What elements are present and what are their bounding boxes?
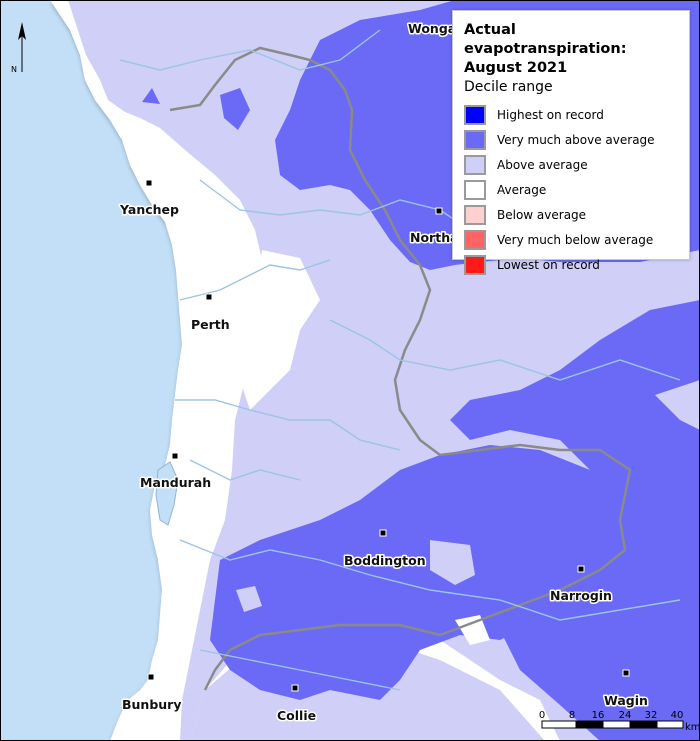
legend-swatch [464,204,486,225]
legend-items: Highest on record Very much above averag… [464,102,679,277]
town-marker-bunbury [147,673,155,681]
scale-tick-0: 0 [539,710,545,721]
legend-label: Very much below average [497,232,654,247]
town-boddington: Boddington [343,529,427,570]
town-label-northam: Northa [410,230,459,245]
legend-item-very-much-below: Very much below average [464,227,679,252]
legend-item-very-much-above: Very much above average [464,127,679,152]
legend-label: Above average [497,157,588,172]
scale-bar-seg-1 [541,720,577,729]
town-perth: Perth [190,293,231,334]
legend-label: Very much above average [497,132,655,147]
legend-swatch [464,229,486,250]
scale-bar-seg-5 [656,720,684,729]
scale-bar-seg-2 [575,720,604,729]
legend-label: Highest on record [497,107,604,122]
region-very-much-above-central [210,445,640,700]
scale-tick-32: 32 [645,710,658,721]
scale-tick-40: 40 [671,710,684,721]
scale-tick-8: 8 [569,710,575,721]
region-average-pocket [240,250,320,410]
region-average-southeast [455,615,490,645]
town-marker-northam [435,207,443,215]
legend-title-line2: August 2021 [464,60,568,76]
legend-item-below: Below average [464,202,679,227]
town-bunbury: Bunbury [121,673,183,714]
legend-swatch [464,154,486,175]
town-narrogin: Narrogin [549,565,613,605]
scale-bar: 0 8 16 24 32 40 km [539,710,700,733]
legend-title-line1: Actual evapotranspiration: [464,22,627,57]
town-label-boddington: Boddington [344,553,426,568]
town-wagin: Wagin [603,669,649,710]
legend-item-lowest: Lowest on record [464,252,679,277]
town-label-yanchep: Yanchep [119,202,179,217]
town-label-collie: Collie [277,708,316,723]
town-marker-collie [291,684,299,692]
town-marker-narrogin [577,565,585,573]
town-marker-yanchep [145,179,153,187]
scale-tick-16: 16 [592,710,605,721]
town-collie: Collie [276,684,318,725]
town-marker-wagin [622,669,630,677]
region-very-much-above-pocket [220,88,250,130]
town-label-narrogin: Narrogin [550,588,612,603]
north-arrow-label: N [11,65,17,74]
scale-bar-seg-4 [629,720,658,729]
town-marker-boddington [379,529,387,537]
legend-subtitle: Decile range [464,79,553,95]
legend-label: Average [497,182,547,197]
north-arrow: N [11,22,26,74]
town-label-wagin: Wagin [604,693,648,708]
legend-item-above: Above average [464,152,679,177]
region-above-average-patch3 [655,380,700,430]
town-marker-mandurah [171,452,179,460]
north-arrow-icon [18,22,26,40]
town-label-perth: Perth [191,317,230,332]
rivers [119,29,681,691]
town-mandurah: Mandurah [139,452,213,492]
town-northam: Northa [409,207,460,247]
scale-bar-seg-3 [602,720,631,729]
scale-tick-24: 24 [619,710,632,721]
region-above-average-patch [430,540,475,585]
legend-swatch [464,129,486,150]
scale-unit: km [685,722,700,733]
town-label-wongan: Wonga [408,21,456,36]
legend-item-highest: Highest on record [464,102,679,127]
town-label-bunbury: Bunbury [122,697,182,712]
legend: Actual evapotranspiration: August 2021 D… [452,10,690,275]
region-very-much-above-pocket2 [142,88,160,104]
legend-item-average: Average [464,177,679,202]
town-wongan: Wonga [407,20,458,38]
region-above-average-patch2 [236,586,262,612]
town-marker-perth [205,293,213,301]
legend-label: Lowest on record [497,257,600,272]
town-yanchep: Yanchep [118,179,181,219]
legend-swatch [464,254,486,275]
legend-swatch [464,104,486,125]
legend-label: Below average [497,207,587,222]
town-label-mandurah: Mandurah [140,475,211,490]
peel-inlet [155,461,179,526]
boundary-line [169,46,632,691]
legend-swatch [464,179,486,200]
